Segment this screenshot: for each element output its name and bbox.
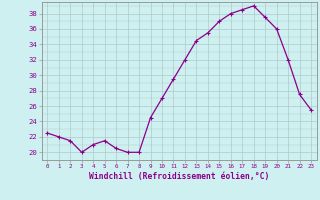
X-axis label: Windchill (Refroidissement éolien,°C): Windchill (Refroidissement éolien,°C) (89, 172, 269, 181)
